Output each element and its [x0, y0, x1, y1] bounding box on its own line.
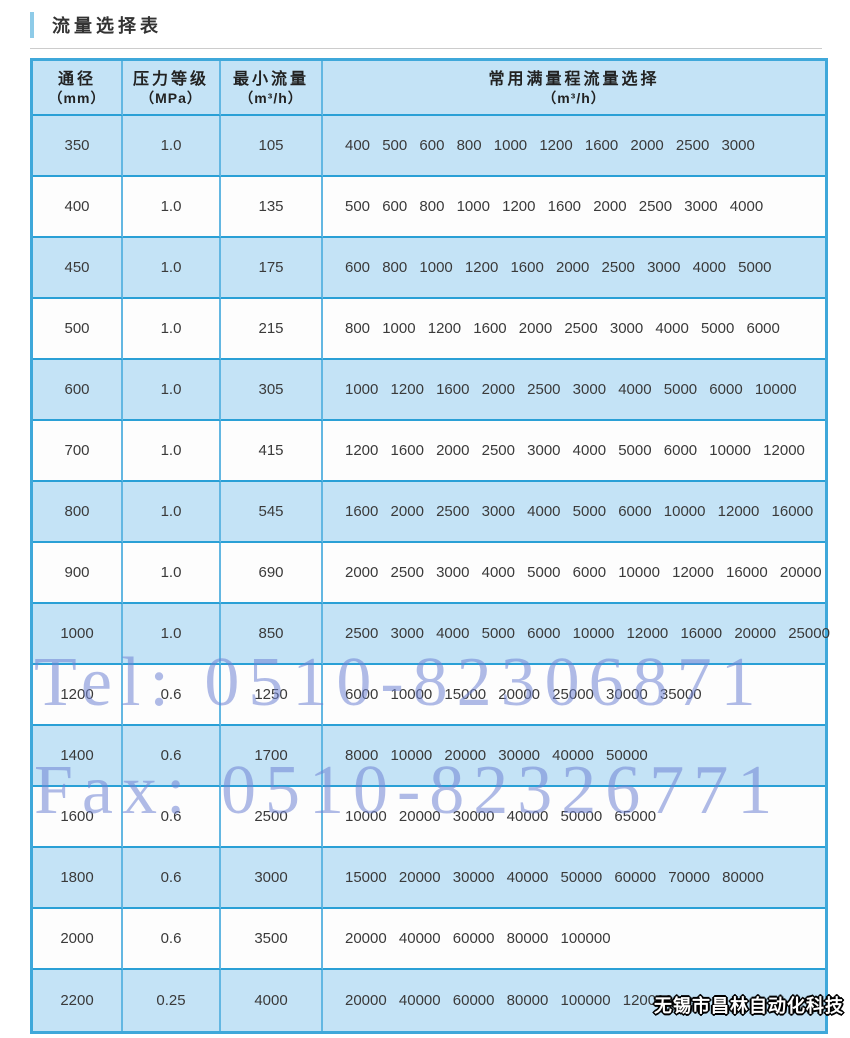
- table-row: 800 1.0 545 1600 2000 2500 3000 4000 500…: [33, 482, 825, 543]
- cell-pressure: 1.0: [123, 543, 221, 604]
- header-unit: （MPa）: [140, 89, 202, 106]
- cell-min-flow: 690: [221, 543, 323, 604]
- table-row: 350 1.0 105 400 500 600 800 1000 1200 16…: [33, 116, 825, 177]
- cell-flow-options: 15000 20000 30000 40000 50000 60000 7000…: [323, 848, 825, 909]
- column-header-pressure: 压力等级 （MPa）: [123, 61, 221, 116]
- cell-min-flow: 4000: [221, 970, 323, 1031]
- cell-diameter: 800: [33, 482, 123, 543]
- cell-flow-options: 800 1000 1200 1600 2000 2500 3000 4000 5…: [323, 299, 825, 360]
- cell-pressure: 1.0: [123, 299, 221, 360]
- cell-diameter: 700: [33, 421, 123, 482]
- cell-pressure: 0.6: [123, 665, 221, 726]
- cell-flow-options: 20000 40000 60000 80000 100000: [323, 909, 825, 970]
- table-row: 2200 0.25 4000 20000 40000 60000 80000 1…: [33, 970, 825, 1031]
- cell-diameter: 2000: [33, 909, 123, 970]
- cell-min-flow: 1250: [221, 665, 323, 726]
- table-row: 500 1.0 215 800 1000 1200 1600 2000 2500…: [33, 299, 825, 360]
- cell-flow-options: 1000 1200 1600 2000 2500 3000 4000 5000 …: [323, 360, 825, 421]
- cell-pressure: 1.0: [123, 421, 221, 482]
- cell-diameter: 2200: [33, 970, 123, 1031]
- page-title: 流量选择表: [52, 16, 162, 36]
- cell-diameter: 1200: [33, 665, 123, 726]
- cell-flow-options: 1200 1600 2000 2500 3000 4000 5000 6000 …: [323, 421, 825, 482]
- cell-flow-options: 10000 20000 30000 40000 50000 65000: [323, 787, 825, 848]
- page-title-row: 流量选择表: [30, 12, 162, 38]
- title-accent-bar: [30, 12, 34, 38]
- cell-min-flow: 850: [221, 604, 323, 665]
- cell-min-flow: 305: [221, 360, 323, 421]
- header-unit: （mm）: [48, 89, 106, 106]
- cell-min-flow: 415: [221, 421, 323, 482]
- column-header-flow-options: 常用满量程流量选择 （m³/h）: [323, 61, 825, 116]
- table-row: 1200 0.6 1250 6000 10000 15000 20000 250…: [33, 665, 825, 726]
- cell-flow-options: 8000 10000 20000 30000 40000 50000: [323, 726, 825, 787]
- cell-diameter: 1800: [33, 848, 123, 909]
- cell-diameter: 1600: [33, 787, 123, 848]
- cell-diameter: 350: [33, 116, 123, 177]
- cell-flow-options: 6000 10000 15000 20000 25000 30000 35000: [323, 665, 825, 726]
- table-row: 700 1.0 415 1200 1600 2000 2500 3000 400…: [33, 421, 825, 482]
- cell-min-flow: 1700: [221, 726, 323, 787]
- table-row: 1000 1.0 850 2500 3000 4000 5000 6000 10…: [33, 604, 830, 665]
- column-header-min-flow: 最小流量 （m³/h）: [221, 61, 323, 116]
- cell-flow-options: 20000 40000 60000 80000 100000 120000: [345, 992, 673, 1009]
- table-row: 900 1.0 690 2000 2500 3000 4000 5000 600…: [33, 543, 825, 604]
- cell-flow-options: 500 600 800 1000 1200 1600 2000 2500 300…: [323, 177, 825, 238]
- cell-pressure: 0.6: [123, 848, 221, 909]
- column-header-diameter: 通径 （mm）: [33, 61, 123, 116]
- cell-flow-options: 2500 3000 4000 5000 6000 10000 12000 160…: [323, 604, 830, 665]
- cell-diameter: 900: [33, 543, 123, 604]
- table-row: 2000 0.6 3500 20000 40000 60000 80000 10…: [33, 909, 825, 970]
- cell-min-flow: 215: [221, 299, 323, 360]
- cell-pressure: 1.0: [123, 482, 221, 543]
- cell-min-flow: 135: [221, 177, 323, 238]
- flow-selection-table: 通径 （mm） 压力等级 （MPa） 最小流量 （m³/h） 常用满量程流量选择…: [30, 58, 830, 1034]
- header-row: 通径 （mm） 压力等级 （MPa） 最小流量 （m³/h） 常用满量程流量选择…: [33, 61, 825, 116]
- cell-pressure: 0.6: [123, 909, 221, 970]
- header-label: 最小流量: [232, 70, 309, 88]
- cell-pressure: 1.0: [123, 116, 221, 177]
- table-row: 600 1.0 305 1000 1200 1600 2000 2500 300…: [33, 360, 825, 421]
- cell-diameter: 500: [33, 299, 123, 360]
- cell-pressure: 0.6: [123, 726, 221, 787]
- cell-pressure: 1.0: [123, 604, 221, 665]
- title-underline: [30, 48, 822, 49]
- cell-pressure: 0.25: [123, 970, 221, 1031]
- table-row: 400 1.0 135 500 600 800 1000 1200 1600 2…: [33, 177, 825, 238]
- header-unit: （m³/h）: [542, 89, 606, 106]
- cell-min-flow: 175: [221, 238, 323, 299]
- cell-pressure: 1.0: [123, 238, 221, 299]
- cell-diameter: 600: [33, 360, 123, 421]
- cell-pressure: 0.6: [123, 787, 221, 848]
- cell-flow-options: 600 800 1000 1200 1600 2000 2500 3000 40…: [323, 238, 825, 299]
- cell-diameter: 1400: [33, 726, 123, 787]
- table-row: 1600 0.6 2500 10000 20000 30000 40000 50…: [33, 787, 825, 848]
- cell-diameter: 1000: [33, 604, 123, 665]
- cell-flow-options: 2000 2500 3000 4000 5000 6000 10000 1200…: [323, 543, 825, 604]
- table-row: 450 1.0 175 600 800 1000 1200 1600 2000 …: [33, 238, 825, 299]
- header-label: 压力等级: [132, 70, 209, 88]
- cell-min-flow: 545: [221, 482, 323, 543]
- cell-pressure: 1.0: [123, 177, 221, 238]
- table-row: 1400 0.6 1700 8000 10000 20000 30000 400…: [33, 726, 825, 787]
- cell-diameter: 450: [33, 238, 123, 299]
- cell-min-flow: 2500: [221, 787, 323, 848]
- table-row: 1800 0.6 3000 15000 20000 30000 40000 50…: [33, 848, 825, 909]
- cell-min-flow: 105: [221, 116, 323, 177]
- cell-flow-options: 400 500 600 800 1000 1200 1600 2000 2500…: [323, 116, 825, 177]
- cell-min-flow: 3500: [221, 909, 323, 970]
- cell-diameter: 400: [33, 177, 123, 238]
- cell-min-flow: 3000: [221, 848, 323, 909]
- header-label: 常用满量程流量选择: [488, 70, 660, 88]
- cell-flow-options: 1600 2000 2500 3000 4000 5000 6000 10000…: [323, 482, 825, 543]
- header-unit: （m³/h）: [239, 89, 303, 106]
- header-label: 通径: [57, 70, 96, 88]
- cell-pressure: 1.0: [123, 360, 221, 421]
